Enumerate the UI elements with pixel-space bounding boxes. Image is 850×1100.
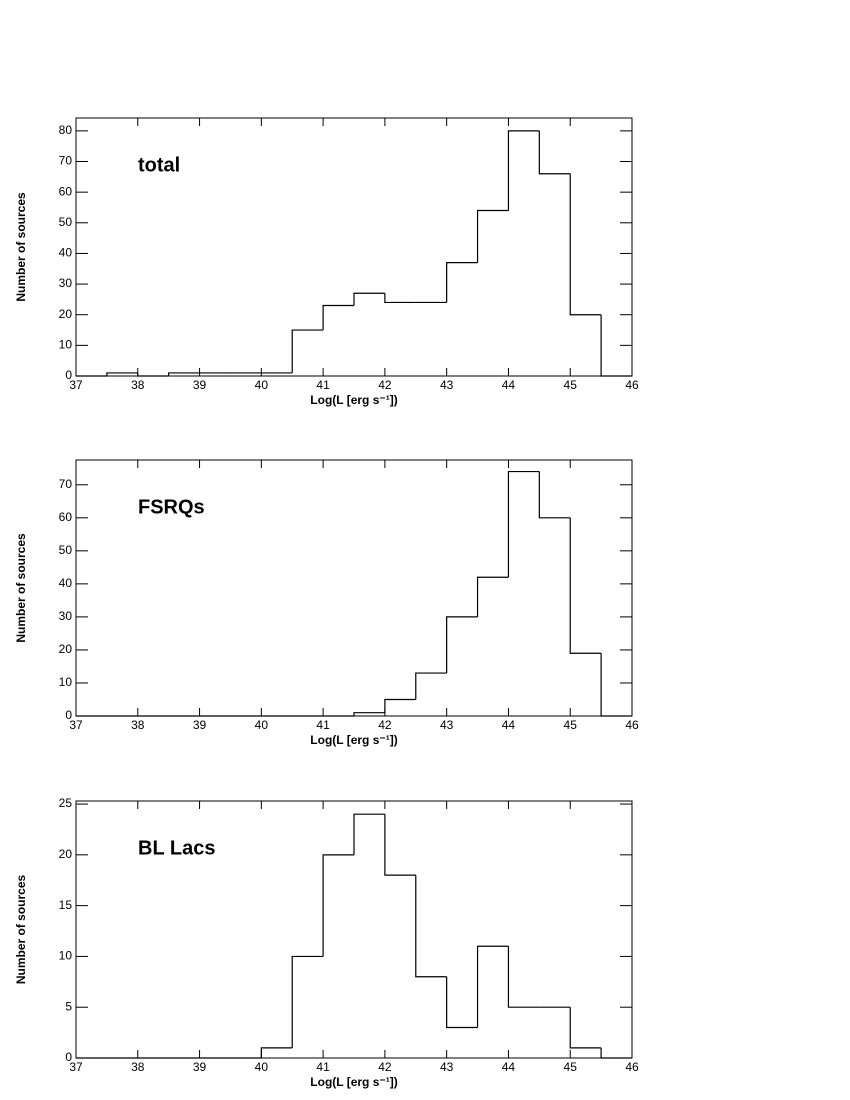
x-tick-label: 41 bbox=[316, 718, 330, 732]
histogram-bin bbox=[507, 470, 540, 578]
y-tick-label: 20 bbox=[59, 307, 73, 321]
y-tick-label: 0 bbox=[65, 1050, 72, 1064]
y-tick-label: 10 bbox=[59, 675, 73, 689]
histogram-bin bbox=[137, 372, 169, 377]
y-tick-label: 50 bbox=[59, 543, 73, 557]
x-axis-label: Log(L [erg s⁻¹]) bbox=[310, 393, 397, 407]
histogram-bin bbox=[569, 1007, 602, 1049]
histogram-bin bbox=[446, 616, 478, 674]
x-tick-label: 38 bbox=[131, 378, 145, 392]
histogram-bin bbox=[569, 517, 602, 654]
histogram-bin bbox=[446, 976, 478, 1029]
x-tick-label: 41 bbox=[316, 1060, 330, 1074]
histogram-bin bbox=[260, 1047, 293, 1058]
x-tick-label: 43 bbox=[440, 1060, 454, 1074]
x-tick-label: 42 bbox=[378, 378, 392, 392]
histogram-bin bbox=[291, 329, 324, 373]
x-tick-label: 40 bbox=[255, 1060, 269, 1074]
x-tick-label: 44 bbox=[502, 378, 516, 392]
x-tick-label: 37 bbox=[69, 1060, 83, 1074]
y-tick-label: 70 bbox=[59, 154, 73, 168]
x-axis-label: Log(L [erg s⁻¹]) bbox=[310, 733, 397, 747]
y-tick-label: 5 bbox=[65, 999, 72, 1013]
y-tick-label: 20 bbox=[59, 642, 73, 656]
panel-title: BL Lacs bbox=[138, 837, 215, 859]
y-tick-label: 10 bbox=[59, 338, 73, 352]
histogram-bin bbox=[507, 130, 540, 211]
x-axis-label: Log(L [erg s⁻¹]) bbox=[310, 1075, 397, 1089]
histogram-bin bbox=[353, 712, 385, 716]
x-tick-label: 39 bbox=[193, 1060, 207, 1074]
histogram-bin bbox=[415, 875, 447, 978]
x-tick-label: 42 bbox=[378, 718, 392, 732]
histogram-bin bbox=[600, 653, 632, 717]
y-tick-label: 0 bbox=[65, 368, 72, 382]
y-tick-label: 30 bbox=[59, 609, 73, 623]
histogram-bin bbox=[538, 130, 571, 175]
y-tick-label: 10 bbox=[59, 949, 73, 963]
x-tick-label: 46 bbox=[625, 1060, 639, 1074]
y-tick-label: 40 bbox=[59, 246, 73, 260]
x-tick-label: 45 bbox=[564, 718, 578, 732]
histogram-bin bbox=[476, 945, 509, 1028]
y-tick-label: 50 bbox=[59, 215, 73, 229]
y-tick-label: 15 bbox=[59, 898, 73, 912]
x-tick-label: 46 bbox=[625, 378, 639, 392]
panel-title: FSRQs bbox=[138, 496, 205, 518]
y-tick-label: 80 bbox=[59, 123, 73, 137]
histogram-bin bbox=[384, 814, 416, 876]
x-tick-label: 39 bbox=[193, 718, 207, 732]
x-tick-label: 40 bbox=[255, 718, 269, 732]
histogram-bin bbox=[415, 672, 447, 700]
y-tick-label: 25 bbox=[59, 796, 73, 810]
y-axis-label: Number of sources bbox=[14, 874, 28, 984]
x-tick-label: 42 bbox=[378, 1060, 392, 1074]
y-tick-label: 0 bbox=[65, 708, 72, 722]
x-tick-label: 38 bbox=[131, 718, 145, 732]
x-tick-label: 38 bbox=[131, 1060, 145, 1074]
x-tick-label: 45 bbox=[564, 1060, 578, 1074]
histogram-bin bbox=[507, 946, 540, 1008]
histogram-bin bbox=[322, 854, 354, 957]
y-tick-label: 60 bbox=[59, 184, 73, 198]
x-tick-label: 39 bbox=[193, 378, 207, 392]
y-tick-label: 20 bbox=[59, 847, 73, 861]
histogram-bin bbox=[384, 698, 416, 713]
histogram-bin bbox=[476, 209, 509, 263]
y-tick-label: 30 bbox=[59, 276, 73, 290]
histogram-bin bbox=[353, 292, 385, 306]
histogram-bin bbox=[384, 293, 416, 304]
histogram-bin bbox=[538, 471, 571, 519]
histogram-bin bbox=[600, 1047, 632, 1059]
x-tick-label: 43 bbox=[440, 718, 454, 732]
histogram-bin bbox=[353, 813, 385, 855]
histogram-bin bbox=[106, 372, 138, 376]
histogram-bin bbox=[168, 372, 200, 376]
histogram-bin bbox=[322, 304, 354, 331]
x-tick-label: 40 bbox=[255, 378, 269, 392]
x-tick-label: 43 bbox=[440, 378, 454, 392]
y-tick-label: 40 bbox=[59, 576, 73, 590]
y-tick-label: 70 bbox=[59, 477, 73, 491]
x-tick-label: 37 bbox=[69, 378, 83, 392]
x-tick-label: 37 bbox=[69, 718, 83, 732]
x-tick-label: 44 bbox=[502, 718, 516, 732]
x-tick-label: 41 bbox=[316, 378, 330, 392]
plot-frame bbox=[75, 117, 633, 377]
x-tick-label: 44 bbox=[502, 1060, 516, 1074]
histogram-bin bbox=[476, 576, 509, 617]
y-axis-label: Number of sources bbox=[14, 533, 28, 643]
panel-title: total bbox=[138, 154, 180, 176]
histogram-bin bbox=[291, 955, 324, 1048]
plot-frame bbox=[75, 800, 633, 1059]
histogram-bin bbox=[600, 314, 632, 377]
histogram-bin bbox=[446, 262, 478, 303]
x-tick-label: 46 bbox=[625, 718, 639, 732]
y-tick-label: 60 bbox=[59, 510, 73, 524]
x-tick-label: 45 bbox=[564, 378, 578, 392]
y-axis-label: Number of sources bbox=[14, 192, 28, 302]
histogram-bin bbox=[569, 173, 602, 316]
